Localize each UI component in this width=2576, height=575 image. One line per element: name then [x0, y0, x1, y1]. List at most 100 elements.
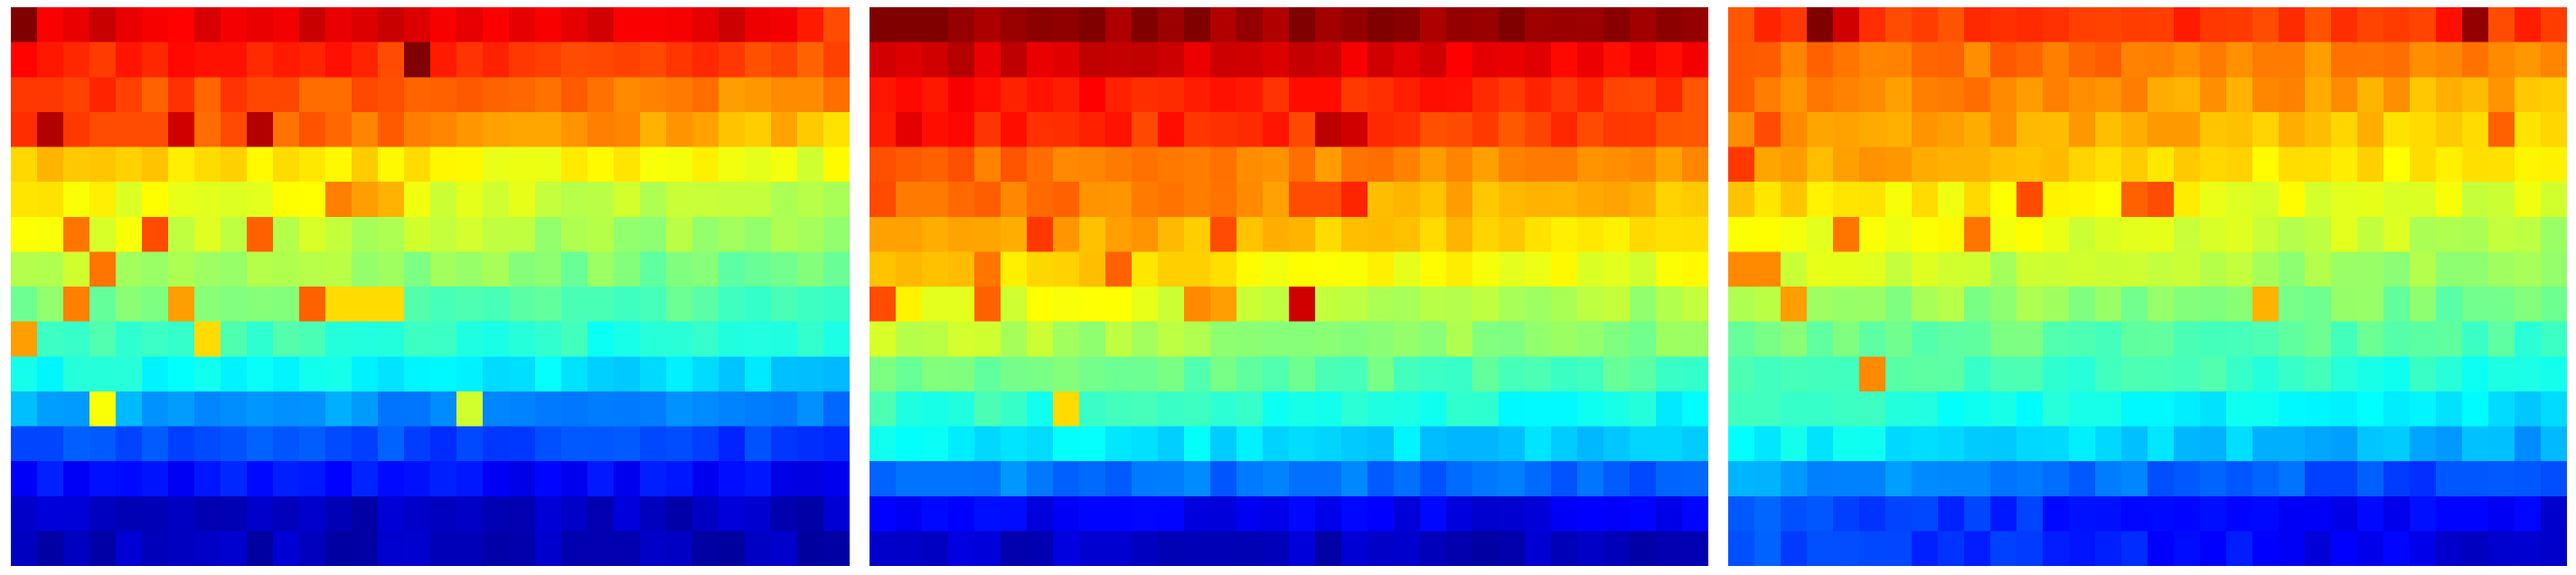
heatmap-cell [221, 146, 248, 183]
heatmap-cell [1603, 287, 1631, 323]
heatmap-cell [1210, 77, 1237, 113]
heatmap-cell [1184, 356, 1211, 392]
heatmap-cell [1472, 111, 1500, 148]
heatmap-cell [2069, 356, 2096, 392]
heatmap-cell [2515, 356, 2542, 392]
heatmap-cell [614, 111, 641, 148]
heatmap-cell [1394, 391, 1421, 428]
heatmap-cell [692, 146, 719, 183]
heatmap-cell [2017, 356, 2044, 392]
heatmap-cell [1833, 146, 1860, 183]
heatmap-cell [640, 356, 667, 392]
heatmap-cell [2148, 356, 2175, 392]
heatmap-cell [168, 111, 195, 148]
heatmap-cell [89, 495, 117, 532]
heatmap-cell [2305, 321, 2332, 357]
heatmap-cell [2488, 495, 2515, 532]
heatmap-cell [1990, 356, 2017, 392]
heatmap-cell [430, 216, 457, 252]
heatmap-cell [1603, 216, 1631, 252]
heatmap-cell [771, 146, 798, 183]
heatmap-cell [2410, 216, 2437, 252]
heatmap-cell [1132, 146, 1159, 183]
heatmap-cell [1027, 182, 1054, 218]
heatmap-cell [2069, 321, 2096, 357]
heatmap-cell [1394, 531, 1421, 566]
heatmap-cell [2279, 251, 2306, 288]
heatmap-cell [325, 7, 353, 43]
heatmap-cell [588, 146, 615, 183]
heatmap-cell [1184, 77, 1211, 113]
heatmap-cell [2017, 495, 2044, 532]
heatmap-cell [1210, 42, 1237, 78]
heatmap-cell [1132, 461, 1159, 497]
heatmap-cell [948, 391, 975, 428]
heatmap-cell [1525, 111, 1552, 148]
heatmap-cell [1105, 42, 1133, 78]
heatmap-cell [1236, 182, 1264, 218]
heatmap-cell [1938, 321, 1965, 357]
heatmap-cell [2279, 461, 2306, 497]
heatmap-cell [1551, 182, 1578, 218]
heatmap-cell [1001, 426, 1028, 462]
heatmap-cell [2305, 391, 2332, 428]
heatmap-cell [142, 426, 169, 462]
heatmap-cell [352, 356, 379, 392]
heatmap-cell [1499, 531, 1526, 566]
heatmap-cell [1577, 531, 1604, 566]
heatmap-cell [1079, 216, 1106, 252]
heatmap-cell [2095, 287, 2122, 323]
heatmap-cell [2148, 77, 2175, 113]
heatmap-cell [2252, 321, 2280, 357]
heatmap-cell [2226, 495, 2253, 532]
heatmap-cell [1525, 495, 1552, 532]
heatmap-cell [1027, 495, 1054, 532]
heatmap-cell [692, 42, 719, 78]
heatmap-cell [2383, 77, 2411, 113]
heatmap-cell [2121, 251, 2148, 288]
heatmap-cell [2043, 42, 2070, 78]
heatmap-cell [2383, 7, 2411, 43]
heatmap-cell [2462, 111, 2489, 148]
heatmap-cell [299, 495, 326, 532]
heatmap-cell [116, 321, 143, 357]
heatmap-cell [1236, 42, 1264, 78]
heatmap-cell [430, 461, 457, 497]
heatmap-cell [1027, 7, 1054, 43]
heatmap-cell [1184, 111, 1211, 148]
heatmap-cell [948, 182, 975, 218]
heatmap-cell [1525, 251, 1552, 288]
heatmap-cell [561, 251, 588, 288]
heatmap-cell [247, 287, 274, 323]
heatmap-cell [719, 42, 746, 78]
heatmap-cell [2043, 182, 2070, 218]
heatmap-cell [1551, 251, 1578, 288]
heatmap-cell [719, 7, 746, 43]
heatmap-cell [2436, 531, 2463, 566]
heatmap-cell [1754, 7, 1782, 43]
heatmap-cell [1001, 7, 1028, 43]
heatmap-cell [1289, 146, 1316, 183]
heatmap-cell [1368, 461, 1395, 497]
heatmap-cell [745, 182, 772, 218]
heatmap-cell [588, 531, 615, 566]
heatmap-cell [1132, 42, 1159, 78]
heatmap-cell [588, 111, 615, 148]
heatmap-cell [2095, 216, 2122, 252]
heatmap-cell [974, 531, 1001, 566]
heatmap-cell [1368, 251, 1395, 288]
heatmap-cell [588, 216, 615, 252]
heatmap-cell [1577, 251, 1604, 288]
heatmap-cell [1938, 426, 1965, 462]
heatmap-cell [1184, 495, 1211, 532]
heatmap-cell [797, 287, 824, 323]
heatmap-cell [2174, 216, 2201, 252]
heatmap-cell [116, 77, 143, 113]
heatmap-cell [870, 111, 897, 148]
heatmap-cell [1964, 7, 1991, 43]
heatmap-cell [1394, 7, 1421, 43]
heatmap-cell [2357, 391, 2384, 428]
heatmap-cell [2226, 251, 2253, 288]
heatmap-cell [1368, 356, 1395, 392]
heatmap-cell [1656, 495, 1683, 532]
